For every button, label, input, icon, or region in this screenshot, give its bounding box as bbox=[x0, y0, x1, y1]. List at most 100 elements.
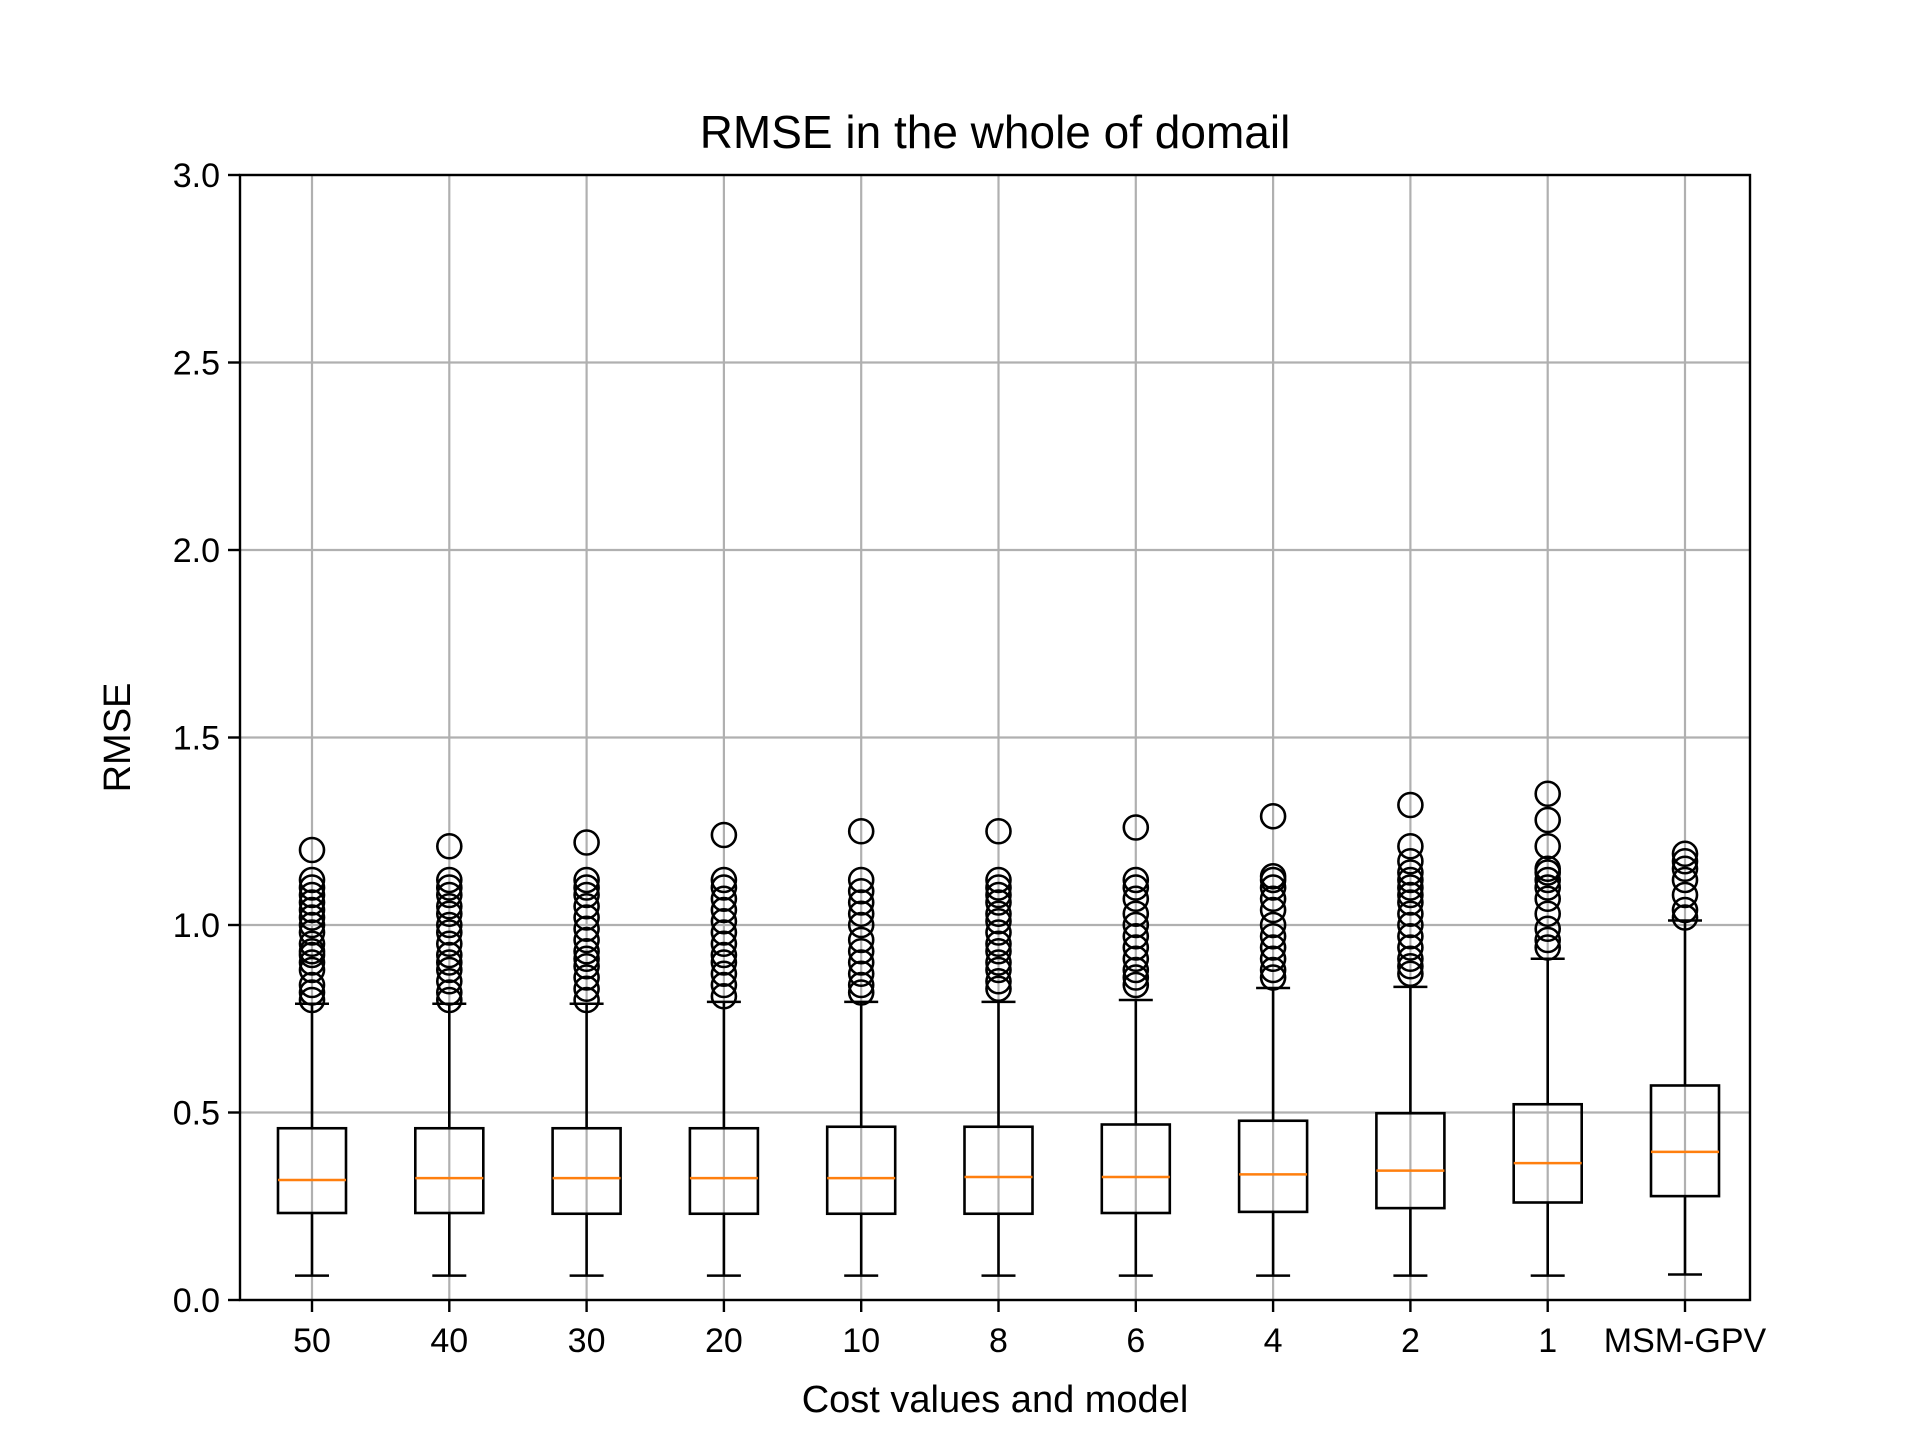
outlier-point bbox=[1671, 896, 1699, 924]
outlier-point bbox=[1671, 881, 1699, 909]
outlier-point bbox=[1397, 900, 1424, 928]
outlier-point bbox=[710, 930, 738, 958]
outlier-point bbox=[298, 937, 326, 965]
outlier-point bbox=[1259, 934, 1287, 961]
outlier-point bbox=[573, 892, 600, 920]
outlier-point bbox=[1534, 855, 1561, 883]
outlier-point bbox=[1397, 874, 1424, 901]
y-tick-label: 1.5 bbox=[173, 720, 220, 758]
outlier-point bbox=[985, 956, 1012, 984]
outlier-point bbox=[1397, 859, 1424, 886]
outlier-point bbox=[1397, 952, 1424, 980]
outlier-point bbox=[1259, 964, 1287, 991]
box-group-4 bbox=[1237, 802, 1309, 1277]
outlier-point bbox=[985, 937, 1012, 965]
y-tick-label: 2.0 bbox=[173, 532, 220, 570]
iqr-box bbox=[276, 1126, 348, 1215]
y-tick-label: 0.5 bbox=[173, 1095, 220, 1133]
box-group-1 bbox=[1512, 780, 1583, 1277]
outlier-point bbox=[573, 874, 600, 901]
outlier-point bbox=[1259, 885, 1287, 913]
iqr-box bbox=[963, 1125, 1034, 1216]
outlier-point bbox=[847, 971, 875, 999]
x-tick-label: 1 bbox=[1538, 1322, 1557, 1360]
x-tick-label: 20 bbox=[705, 1322, 743, 1360]
outlier-point bbox=[1534, 934, 1561, 961]
outlier-point bbox=[710, 949, 738, 976]
y-axis-label: RMSE bbox=[97, 683, 139, 793]
iqr-box bbox=[825, 1125, 897, 1216]
outlier-point bbox=[298, 911, 326, 939]
outlier-point bbox=[847, 877, 875, 905]
outlier-point bbox=[435, 874, 463, 901]
y-tick-label: 3.0 bbox=[173, 157, 220, 195]
iqr-box bbox=[1649, 1084, 1721, 1198]
x-tick-label: 30 bbox=[568, 1322, 606, 1360]
outlier-point bbox=[1397, 881, 1424, 909]
outlier-point bbox=[1122, 900, 1150, 928]
y-tick-label: 1.0 bbox=[173, 907, 220, 945]
outlier-point bbox=[985, 900, 1012, 928]
box-group-50 bbox=[276, 836, 348, 1277]
outlier-point bbox=[298, 836, 326, 864]
outlier-point bbox=[435, 892, 463, 920]
outlier-point bbox=[1671, 840, 1699, 868]
outlier-point bbox=[1671, 904, 1699, 931]
outlier-point bbox=[298, 889, 326, 916]
plot-frame bbox=[238, 173, 1752, 1302]
outlier-point bbox=[1122, 956, 1150, 984]
outlier-point bbox=[298, 904, 326, 931]
outlier-point bbox=[435, 832, 463, 860]
outlier-point bbox=[573, 986, 600, 1014]
iqr-box bbox=[688, 1126, 760, 1216]
outlier-point bbox=[1259, 911, 1287, 939]
outlier-point bbox=[298, 930, 326, 958]
outlier-point bbox=[1397, 945, 1424, 973]
outlier-point bbox=[1259, 956, 1287, 984]
outlier-point bbox=[573, 881, 600, 909]
outlier-point bbox=[573, 952, 600, 980]
outlier-point bbox=[298, 874, 326, 901]
outlier-point bbox=[298, 949, 326, 976]
outlier-point bbox=[1534, 915, 1561, 943]
iqr-box bbox=[1237, 1119, 1309, 1214]
outlier-point bbox=[985, 866, 1012, 894]
outlier-point bbox=[435, 900, 463, 928]
box-group-2 bbox=[1375, 791, 1446, 1277]
outlier-point bbox=[1534, 780, 1561, 808]
outlier-point bbox=[1397, 832, 1424, 860]
outlier-point bbox=[1122, 922, 1150, 950]
outlier-point bbox=[1397, 847, 1424, 875]
x-tick-label: 8 bbox=[989, 1322, 1008, 1360]
outlier-point bbox=[573, 829, 600, 856]
outlier-point bbox=[710, 971, 738, 999]
outlier-point bbox=[710, 941, 738, 969]
outlier-point bbox=[435, 911, 463, 939]
outlier-point bbox=[847, 866, 875, 894]
outlier-point bbox=[298, 919, 326, 946]
outlier-point bbox=[1397, 866, 1424, 894]
x-tick-label: 4 bbox=[1264, 1322, 1283, 1360]
outlier-point bbox=[298, 866, 326, 894]
outlier-point bbox=[985, 975, 1012, 1003]
outlier-point bbox=[985, 907, 1012, 935]
box-group-8 bbox=[963, 817, 1034, 1277]
x-axis-label: Cost values and model bbox=[802, 1379, 1189, 1421]
outlier-point bbox=[435, 930, 463, 958]
outlier-point bbox=[298, 956, 326, 984]
outlier-point bbox=[710, 960, 738, 988]
outlier-point bbox=[710, 982, 738, 1010]
iqr-box bbox=[1375, 1111, 1446, 1210]
outlier-point bbox=[985, 919, 1012, 946]
outlier-point bbox=[435, 881, 463, 909]
outlier-point bbox=[710, 821, 738, 849]
outlier-point bbox=[985, 881, 1012, 909]
x-tick-label: 2 bbox=[1401, 1322, 1420, 1360]
outlier-point bbox=[1397, 934, 1424, 961]
outlier-point bbox=[1122, 814, 1150, 841]
outlier-point bbox=[1397, 960, 1424, 988]
outlier-point bbox=[847, 817, 875, 845]
outlier-point bbox=[710, 907, 738, 935]
outlier-point bbox=[1671, 866, 1699, 894]
outlier-point bbox=[710, 885, 738, 913]
